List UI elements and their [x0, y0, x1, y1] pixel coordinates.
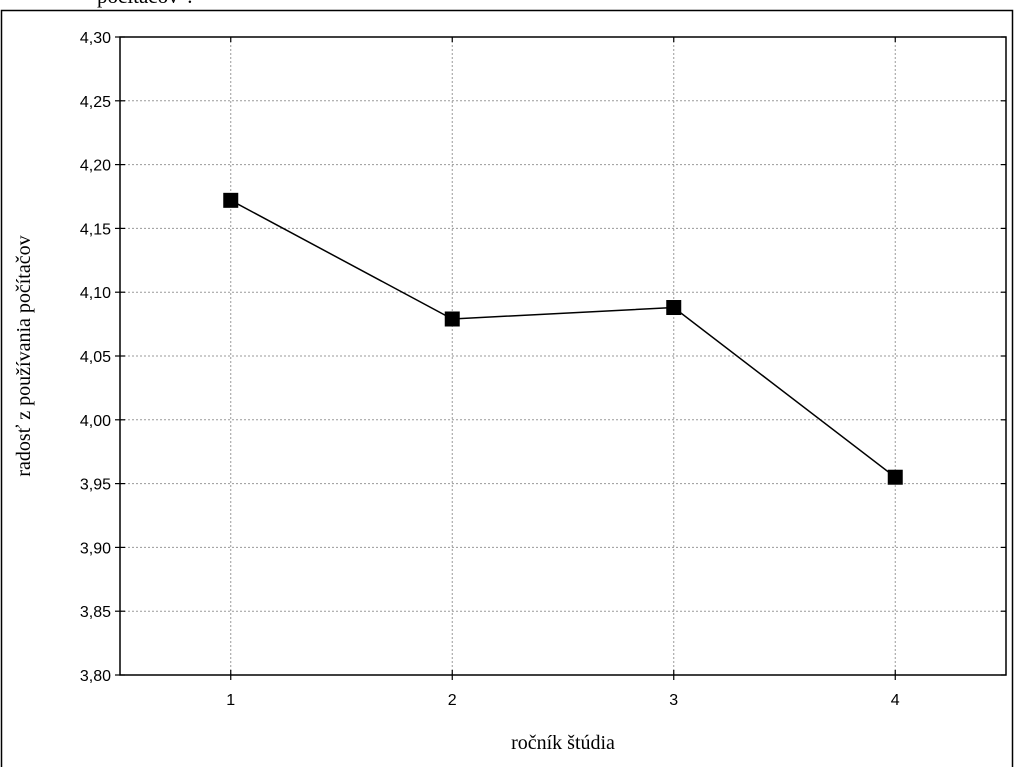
figure-border [0, 9, 1014, 767]
grid [120, 37, 1006, 675]
y-tick-label: 3,90 [80, 540, 111, 557]
x-tick-label: 4 [891, 692, 900, 709]
x-tick-label: 3 [669, 692, 678, 709]
series-line [230, 199, 896, 478]
data-point-marker [887, 469, 903, 485]
y-tick-label: 3,85 [80, 604, 111, 621]
y-tick-label: 4,00 [80, 413, 111, 430]
data-point-marker [223, 192, 239, 208]
y-tick-label: 4,20 [80, 158, 111, 175]
x-tick-label: 1 [226, 692, 235, 709]
data-point-marker [444, 311, 460, 327]
data-point-marker [666, 300, 682, 316]
y-tick-label: 4,30 [80, 30, 111, 47]
x-tick-label: 2 [448, 692, 457, 709]
y-tick-label: 4,10 [80, 285, 111, 302]
x-axis-title: ročník štúdia [511, 732, 615, 754]
y-tick-label: 3,95 [80, 477, 111, 494]
series-group [223, 192, 903, 485]
cropped-caption-text: počítačov". [97, 0, 192, 9]
y-tick-label: 4,25 [80, 94, 111, 111]
axis-ticks: 3,80 3,85 3,90 3,95 4,00 4,05 4,10 4,15 4,20 4,25… [80, 30, 1006, 709]
y-tick-label: 4,15 [80, 221, 111, 238]
y-tick-label: 3,80 [80, 668, 111, 685]
y-axis-title: radosť z používania počítačov [13, 235, 35, 476]
plot-area [119, 36, 1007, 676]
y-tick-label: 4,05 [80, 349, 111, 366]
